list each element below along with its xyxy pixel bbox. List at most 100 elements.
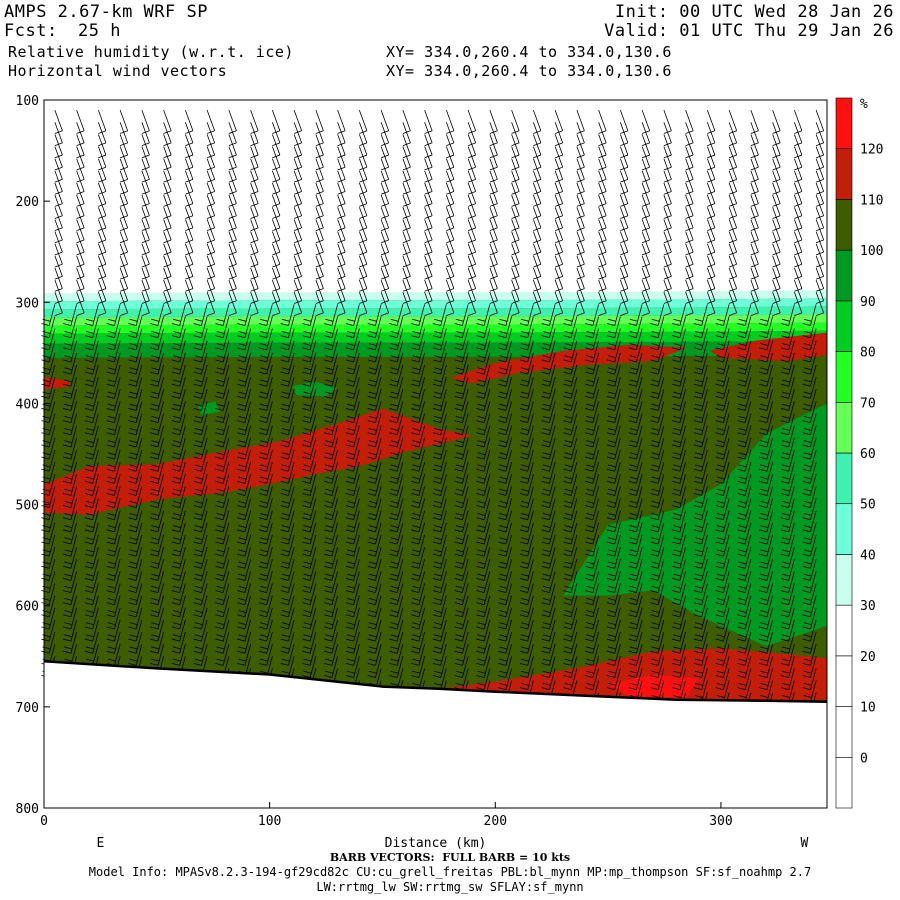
wind-barb (119, 146, 129, 171)
forecast-hour: 25 h (78, 21, 121, 41)
rh-region-drier-zone-right (563, 403, 827, 647)
wind-barb (650, 522, 665, 545)
wind-barb (780, 401, 795, 424)
wind-barb (389, 522, 404, 545)
wind-barb (63, 437, 78, 460)
wind-barb (650, 413, 665, 436)
wind-barb (193, 316, 208, 339)
wind-barb (432, 486, 447, 509)
wind-barb (498, 401, 513, 424)
wind-barb (619, 122, 629, 147)
wind-barb (432, 340, 447, 363)
wind-barb (489, 158, 498, 183)
wind-barb (815, 292, 825, 316)
wind-barb (163, 170, 172, 195)
wind-barb (193, 510, 208, 533)
wind-barb (128, 546, 143, 569)
wind-barb (258, 340, 273, 363)
wind-barb (215, 449, 230, 472)
wind-barb (606, 595, 621, 618)
wind-barb (293, 170, 303, 195)
wind-barb (84, 631, 99, 654)
wind-barb (511, 219, 520, 244)
wind-barb (467, 194, 477, 219)
wind-barb (802, 656, 817, 678)
wind-barb (737, 340, 752, 363)
wind-barb (106, 304, 121, 326)
wind-barb (150, 304, 165, 326)
wind-barb (554, 243, 564, 268)
wind-barb (585, 522, 600, 545)
wind-barb (606, 510, 621, 533)
wind-barb (237, 364, 252, 387)
wind-barb (54, 292, 63, 316)
wind-barb (119, 158, 129, 183)
wind-barb (119, 219, 129, 244)
wind-barb (389, 401, 404, 424)
wind-barb (345, 571, 360, 593)
wind-barb (163, 109, 172, 134)
wind-barb (280, 583, 295, 606)
wind-barb (706, 109, 716, 134)
wind-barb (337, 207, 346, 231)
wind-barb (280, 571, 295, 593)
wind-barb (411, 352, 426, 375)
wind-barb (84, 583, 99, 606)
wind-barb (454, 522, 469, 545)
wind-barb (780, 364, 795, 387)
wind-barb (641, 134, 651, 159)
wind-barb (489, 109, 498, 134)
wind-barb (119, 109, 129, 134)
wind-barb (519, 389, 534, 411)
wind-barb (815, 182, 825, 207)
wind-barb (258, 546, 273, 569)
wind-barb (128, 328, 143, 351)
wind-barb (324, 631, 339, 654)
wind-barb (693, 449, 708, 472)
wind-barb (563, 486, 578, 509)
wind-barb (454, 377, 469, 399)
wind-barb (541, 510, 556, 533)
wind-barb (532, 182, 542, 207)
wind-barb (237, 461, 252, 484)
wind-barb (650, 510, 665, 533)
wind-barb (554, 267, 564, 292)
wind-barb (489, 194, 498, 219)
wind-barb (476, 316, 491, 339)
wind-barb (150, 474, 165, 496)
wind-barb (271, 182, 281, 207)
wind-barb (780, 340, 795, 363)
wind-barb (519, 571, 534, 593)
wind-barb (97, 122, 107, 147)
wind-barb (693, 352, 708, 375)
wind-barb (685, 292, 694, 316)
wind-barb (606, 316, 621, 339)
colorbar-label-10: 10 (860, 701, 876, 716)
wind-barb (519, 304, 534, 326)
wind-barb (554, 207, 564, 231)
wind-barb (163, 134, 172, 159)
wind-barb (498, 449, 513, 472)
wind-barb (293, 243, 303, 268)
wind-barb (237, 619, 252, 642)
wind-barb (250, 158, 259, 183)
wind-barb (628, 304, 643, 326)
wind-barb (324, 656, 339, 678)
wind-barb (380, 182, 390, 207)
wind-barb (715, 449, 730, 472)
wind-barb (802, 364, 817, 387)
wind-barb (641, 158, 651, 183)
wind-barb (280, 534, 295, 557)
wind-barb (193, 607, 208, 630)
colorbar-label-90: 90 (860, 295, 876, 310)
wind-barb (606, 401, 621, 424)
wind-barb (402, 207, 411, 231)
wind-barb (541, 461, 556, 484)
barb-legend: BARB VECTORS: FULL BARB = 10 kts (329, 851, 571, 864)
wind-barb (63, 631, 78, 654)
wind-barb (759, 461, 774, 484)
wind-barb (163, 219, 172, 244)
wind-barb (84, 304, 99, 326)
wind-barb (280, 474, 295, 496)
rh-layer-85 (44, 330, 827, 344)
